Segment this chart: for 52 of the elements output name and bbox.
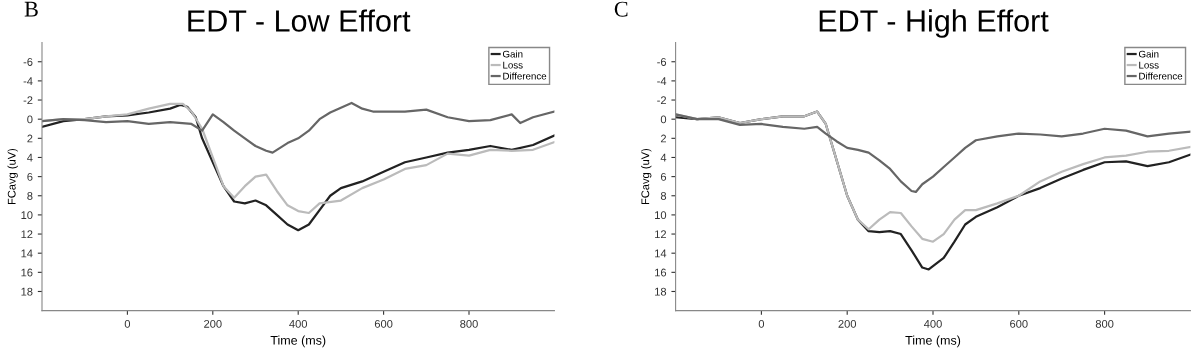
y-tick-label: -6 [23,58,33,66]
text: C [614,1,628,17]
chart-title: EDT - Low Effort [188,9,411,32]
y-tick-label: 14 [21,249,33,258]
x-axis-title: Time (ms) [905,335,961,348]
y-tick-label: 6 [660,172,667,181]
y-tick-label: 0 [27,115,33,124]
y-tick-label: 4 [660,153,667,162]
text: B [24,1,38,17]
y-tick-label: 18 [655,287,667,296]
y-tick-label: -4 [657,77,667,85]
y-tick-label: 12 [21,230,33,239]
line-series [42,101,555,154]
y-tick-label: 2 [660,134,667,143]
x-tick-label: 0 [124,319,131,328]
y-tick-label: -2 [657,96,667,105]
y-tick-label: 16 [21,268,33,277]
y-tick-label: -6 [657,58,667,66]
legend-label: Gain [1138,50,1159,58]
legend-label: Gain [502,50,523,58]
y-tick-label: 8 [27,192,33,200]
x-tick-label: 600 [374,319,393,328]
y-tick-label: 12 [655,230,667,239]
y-tick-label: 4 [27,153,33,162]
x-tick-label: 800 [1095,319,1114,328]
y-tick-label: -2 [23,96,33,105]
x-tick-label: 200 [838,319,857,328]
legend-label: Difference [1139,72,1183,80]
y-tick-label: 10 [21,211,33,220]
y-tick-label: 6 [27,172,33,181]
x-tick-label: 400 [923,319,942,328]
y-tick-label: 18 [21,287,33,296]
y-tick-label: 0 [660,115,667,124]
legend-label: Loss [503,61,523,69]
chart-title: EDT - High Effort [819,9,1049,38]
x-tick-label: 800 [460,319,478,328]
y-axis-title: FCavg (uV) [7,148,18,205]
x-tick-label: 0 [758,319,765,328]
y-tick-label: 16 [655,268,667,277]
y-tick-label: -4 [23,77,33,85]
y-tick-label: 2 [27,134,33,143]
x-tick-label: 200 [204,319,222,328]
y-tick-label: 14 [655,249,667,258]
x-axis-title: Time (ms) [270,335,326,348]
y-tick-label: 8 [660,192,667,200]
y-tick-label: 10 [655,211,667,220]
x-tick-label: 400 [289,319,308,328]
line-series [675,113,1191,194]
x-tick-label: 600 [1010,319,1028,328]
y-axis-title: FCavg (uV) [641,148,652,205]
legend-label: Loss [1139,61,1159,69]
legend-label: Difference [503,72,547,80]
